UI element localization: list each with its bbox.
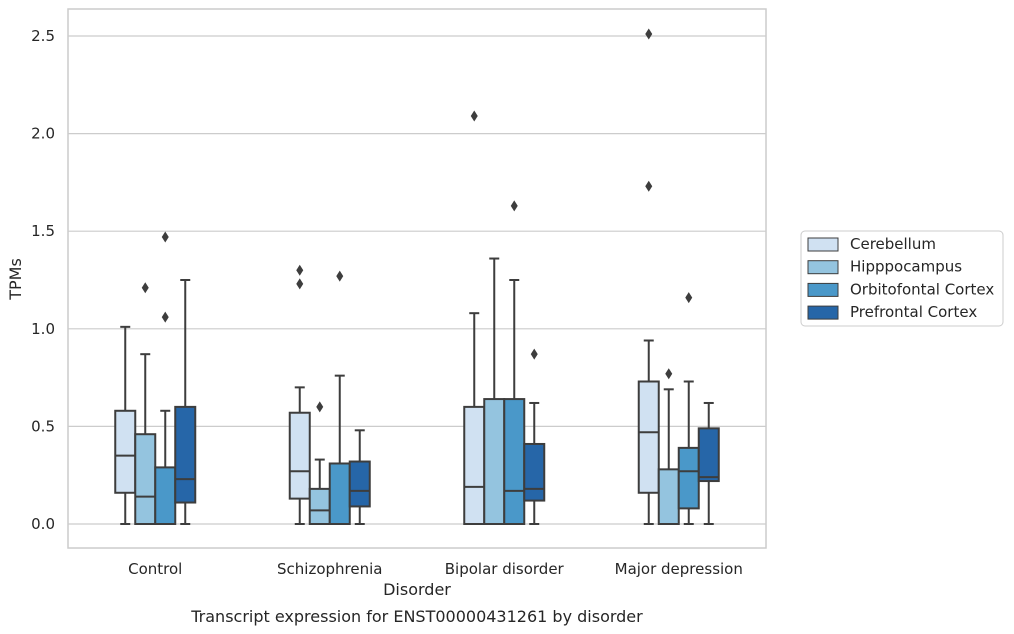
box-iqr	[657, 468, 680, 525]
box-iqr	[288, 411, 311, 500]
y-tick-label: 1.0	[31, 320, 55, 338]
outlier-point	[316, 401, 324, 413]
legend-swatch	[807, 282, 839, 297]
x-tick-label: Major depression	[615, 560, 743, 578]
box-group	[657, 368, 680, 525]
box-group	[637, 28, 660, 525]
outlier-point	[296, 264, 304, 276]
legend-label: Hipppocampus	[850, 258, 962, 276]
outlier-point	[161, 311, 169, 323]
box-iqr	[637, 380, 660, 494]
box-iqr	[174, 405, 197, 504]
outlier-point	[141, 282, 149, 294]
box-group	[154, 231, 177, 525]
y-tick-label: 0.5	[31, 417, 55, 435]
legend-frame	[800, 230, 1004, 327]
legend-label: Prefrontal Cortex	[850, 303, 977, 321]
box-group	[697, 401, 720, 525]
box-iqr	[483, 398, 506, 525]
box-iqr	[308, 487, 331, 526]
box-iqr	[154, 466, 177, 525]
box-group	[328, 270, 351, 526]
x-tick-label: Schizophrenia	[277, 560, 382, 578]
outlier-point	[665, 368, 673, 380]
outlier-point	[161, 231, 169, 243]
box-group	[348, 429, 371, 525]
box-group	[288, 264, 311, 525]
box-iqr	[328, 462, 351, 526]
box-group	[523, 348, 546, 525]
box-group	[463, 110, 486, 526]
outlier-point	[645, 180, 653, 192]
x-tick-label: Control	[128, 560, 182, 578]
outlier-point	[645, 28, 653, 40]
box-iqr	[114, 409, 137, 494]
box-group	[134, 282, 157, 526]
box-iqr	[463, 405, 486, 526]
y-tick-label: 1.5	[31, 222, 55, 240]
x-tick-label: Bipolar disorder	[445, 560, 565, 578]
y-tick-label: 2.0	[31, 125, 55, 143]
x-axis-label: Disorder	[383, 580, 451, 599]
outlier-point	[336, 270, 344, 282]
plot-frame	[67, 8, 767, 549]
y-axis-label: TPMs	[6, 258, 25, 301]
box-iqr	[348, 460, 371, 508]
box-iqr	[697, 427, 720, 483]
legend-swatch	[807, 260, 839, 275]
outlier-point	[530, 348, 538, 360]
legend-swatch	[807, 305, 839, 320]
box-iqr	[134, 433, 157, 526]
x-ticks: Control Schizophrenia Bipolar disorder Majo…	[128, 560, 743, 578]
legend-label: Orbitofontal Cortex	[850, 280, 994, 298]
box-iqr	[503, 398, 526, 525]
y-tick-label: 0.0	[31, 515, 55, 533]
legend-label: Cerebellum	[850, 235, 936, 253]
box-iqr	[523, 442, 546, 502]
y-ticks: 0.0 0.5 1.0 1.5 2.0 2.5	[31, 27, 55, 533]
outlier-point	[685, 292, 693, 304]
y-tick-label: 2.5	[31, 27, 55, 45]
legend-swatch	[807, 237, 839, 252]
box-group	[174, 279, 197, 525]
box-group	[114, 325, 137, 525]
legend: Cerebellum Hipppocampus Orbitofontal Corte…	[800, 230, 1004, 327]
outlier-point	[510, 200, 518, 212]
box-iqr	[677, 446, 700, 510]
chart-caption: Transcript expression for ENST0000043126…	[190, 607, 643, 626]
outlier-point	[296, 278, 304, 290]
box-series	[114, 28, 720, 526]
outlier-point	[470, 110, 478, 122]
